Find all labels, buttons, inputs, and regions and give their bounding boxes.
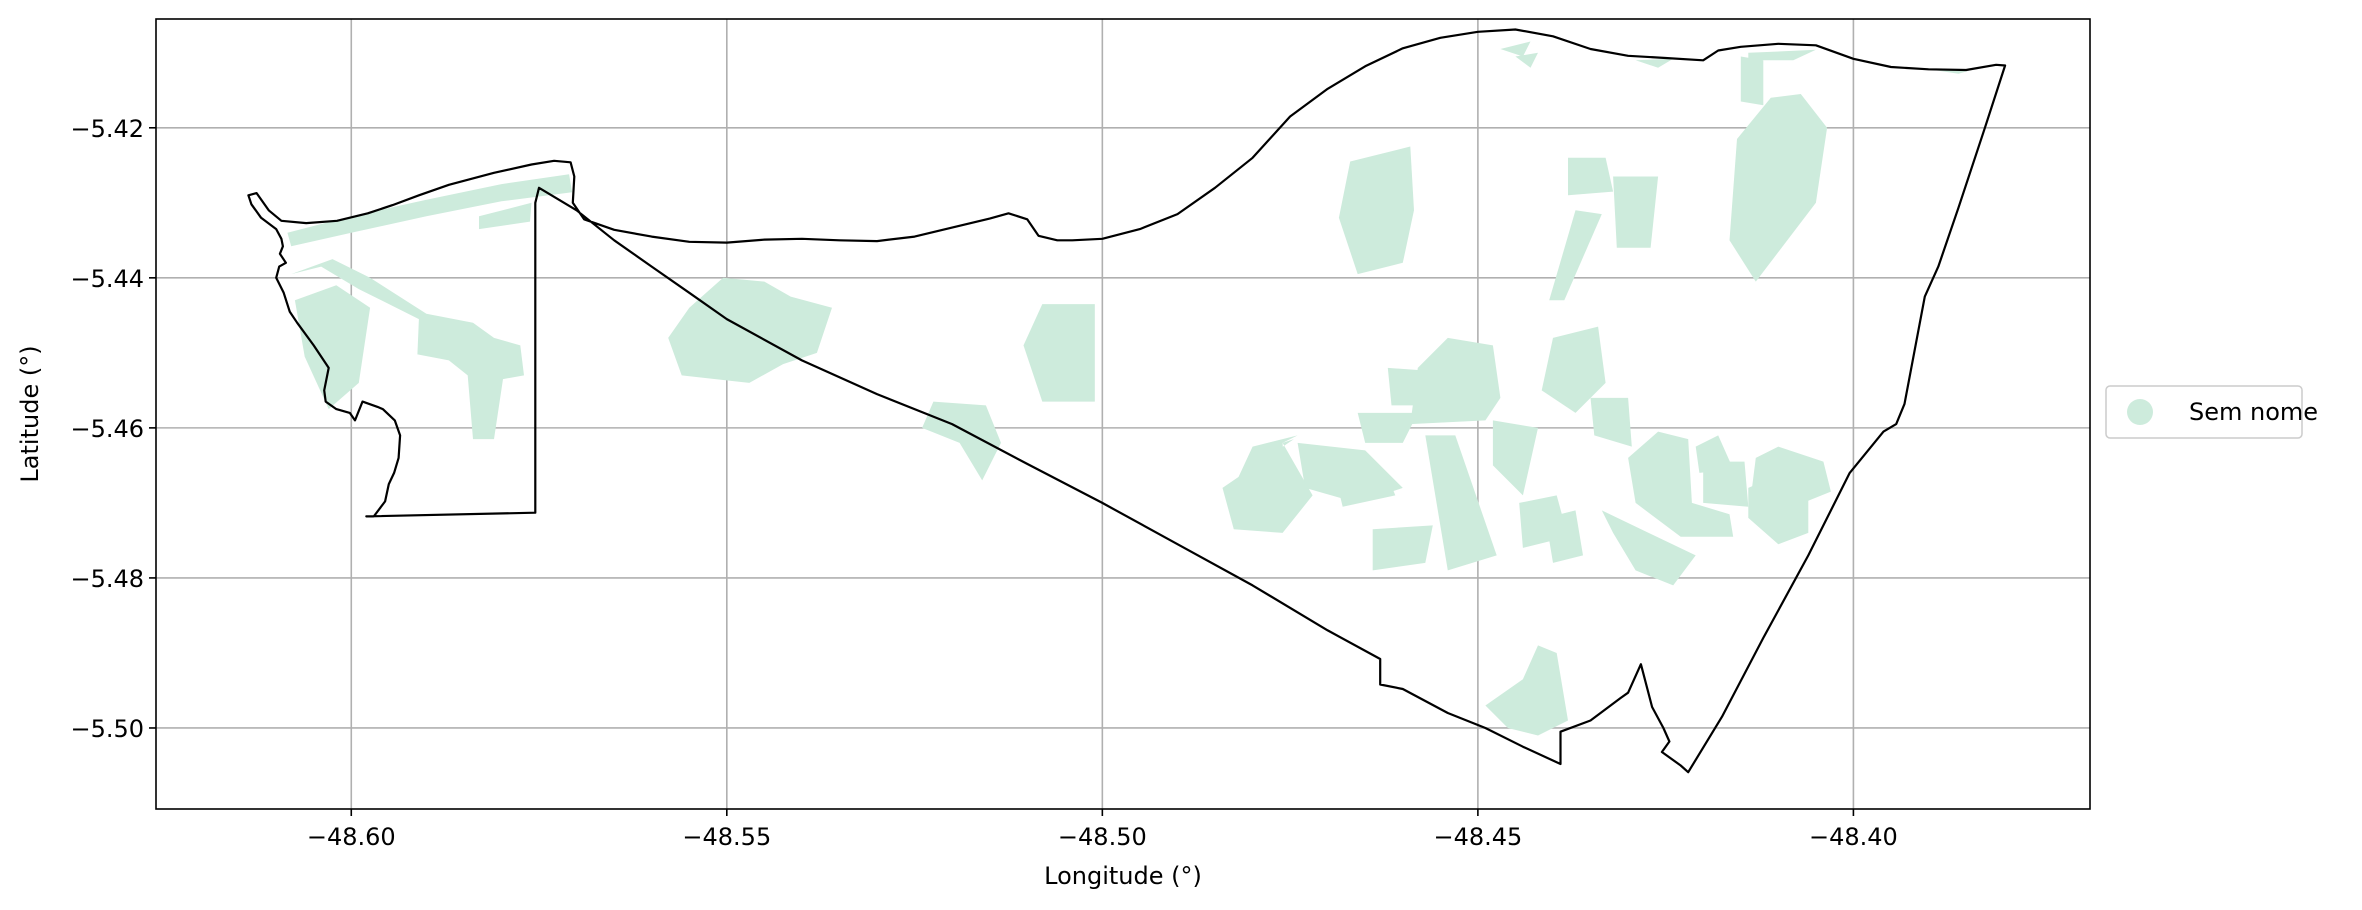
plot-frame xyxy=(155,18,2091,810)
x-tick-label: −48.50 xyxy=(1058,823,1147,851)
y-tick-label: −5.42 xyxy=(70,115,144,143)
green-area xyxy=(1628,431,1734,537)
boundary-outline xyxy=(247,28,2007,774)
green-area xyxy=(1023,304,1095,402)
green-area xyxy=(922,401,1001,481)
green-area xyxy=(1545,510,1583,563)
x-axis-ticks: −48.60 −48.55 −48.50 −48.45 −48.40 xyxy=(307,809,1898,851)
green-area xyxy=(1568,157,1614,196)
green-area xyxy=(1492,420,1538,496)
green-area xyxy=(1357,412,1418,443)
x-tick-label: −48.40 xyxy=(1809,823,1898,851)
y-tick-label: −5.46 xyxy=(70,415,144,443)
green-area xyxy=(1740,56,1764,106)
green-area xyxy=(1222,439,1313,533)
x-axis-label: Longitude (°) xyxy=(1044,862,1202,890)
green-area xyxy=(1601,510,1696,586)
green-area xyxy=(1335,476,1396,507)
y-axis-ticks: −5.42 −5.44 −5.46 −5.48 −5.50 xyxy=(70,115,156,743)
green-area xyxy=(1590,397,1632,447)
green-area xyxy=(1338,146,1414,275)
green-area xyxy=(1752,446,1831,507)
legend: Sem nome xyxy=(2105,385,2318,439)
green-area xyxy=(1549,210,1602,301)
green-area xyxy=(291,259,524,440)
green-area xyxy=(1729,94,1828,282)
green-area xyxy=(1500,41,1531,57)
municipality-boundary xyxy=(247,28,2007,774)
green-area xyxy=(1635,58,1674,68)
green-area xyxy=(668,277,832,383)
green-area xyxy=(1613,176,1659,248)
y-tick-label: −5.50 xyxy=(70,715,144,743)
y-tick-label: −5.44 xyxy=(70,265,144,293)
green-area xyxy=(1748,49,1816,61)
green-area xyxy=(1515,52,1538,68)
legend-frame xyxy=(2105,385,2303,439)
green-area xyxy=(1372,525,1433,571)
green-area xyxy=(287,174,573,247)
x-tick-label: −48.45 xyxy=(1433,823,1522,851)
green-areas xyxy=(287,41,1974,736)
green-area xyxy=(1541,326,1606,413)
green-area xyxy=(1425,435,1497,571)
y-tick-label: −5.48 xyxy=(70,565,144,593)
green-area xyxy=(294,285,371,410)
green-area xyxy=(1695,435,1734,473)
green-area xyxy=(479,202,532,230)
green-area xyxy=(1410,337,1501,425)
y-axis-label: Latitude (°) xyxy=(16,345,44,482)
x-tick-label: −48.60 xyxy=(307,823,396,851)
green-area xyxy=(1485,645,1568,736)
grid-lines xyxy=(156,19,2090,809)
legend-marker xyxy=(2127,399,2153,425)
legend-label: Sem nome xyxy=(2189,398,2318,426)
green-area xyxy=(1703,461,1749,507)
x-tick-label: −48.55 xyxy=(682,823,771,851)
